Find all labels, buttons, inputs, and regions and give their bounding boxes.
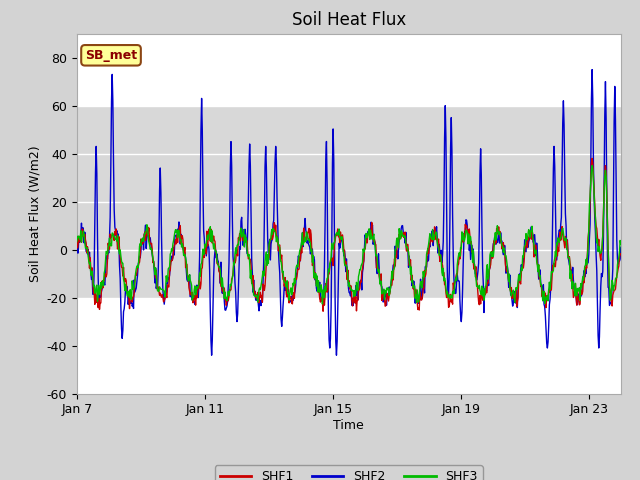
SHF1 bbox=[355, 287, 363, 293]
SHF3 bbox=[355, 271, 363, 276]
SHF3 bbox=[73, 239, 81, 244]
SHF3 bbox=[319, 301, 326, 307]
SHF1 bbox=[135, 261, 143, 266]
SHF1 bbox=[588, 156, 596, 161]
SHF2 bbox=[147, 235, 154, 240]
SHF1 bbox=[183, 262, 191, 267]
SHF2 bbox=[617, 244, 625, 250]
Bar bbox=[77, 106, 621, 298]
Line: SHF1: SHF1 bbox=[77, 158, 621, 311]
SHF1 bbox=[617, 252, 625, 257]
SHF2 bbox=[401, 240, 409, 246]
SHF1 bbox=[401, 229, 409, 235]
Title: Soil Heat Flux: Soil Heat Flux bbox=[292, 11, 406, 29]
Y-axis label: Soil Heat Flux (W/m2): Soil Heat Flux (W/m2) bbox=[28, 145, 41, 282]
SHF2 bbox=[355, 283, 363, 289]
SHF2 bbox=[490, 241, 497, 247]
Line: SHF3: SHF3 bbox=[77, 166, 621, 304]
Text: SB_met: SB_met bbox=[85, 49, 137, 62]
Line: SHF2: SHF2 bbox=[77, 70, 621, 355]
SHF1 bbox=[147, 241, 154, 247]
X-axis label: Time: Time bbox=[333, 419, 364, 432]
SHF3 bbox=[401, 234, 409, 240]
SHF1 bbox=[490, 243, 497, 249]
Legend: SHF1, SHF2, SHF3: SHF1, SHF2, SHF3 bbox=[214, 465, 483, 480]
SHF2 bbox=[208, 352, 216, 358]
SHF2 bbox=[183, 276, 191, 282]
SHF3 bbox=[147, 246, 154, 252]
SHF3 bbox=[490, 253, 497, 259]
SHF2 bbox=[588, 67, 596, 72]
SHF1 bbox=[73, 237, 81, 243]
SHF2 bbox=[135, 259, 143, 264]
SHF1 bbox=[319, 308, 327, 314]
SHF2 bbox=[73, 250, 81, 256]
SHF3 bbox=[183, 268, 191, 274]
SHF3 bbox=[588, 163, 596, 168]
SHF3 bbox=[135, 254, 143, 260]
SHF3 bbox=[617, 241, 625, 247]
